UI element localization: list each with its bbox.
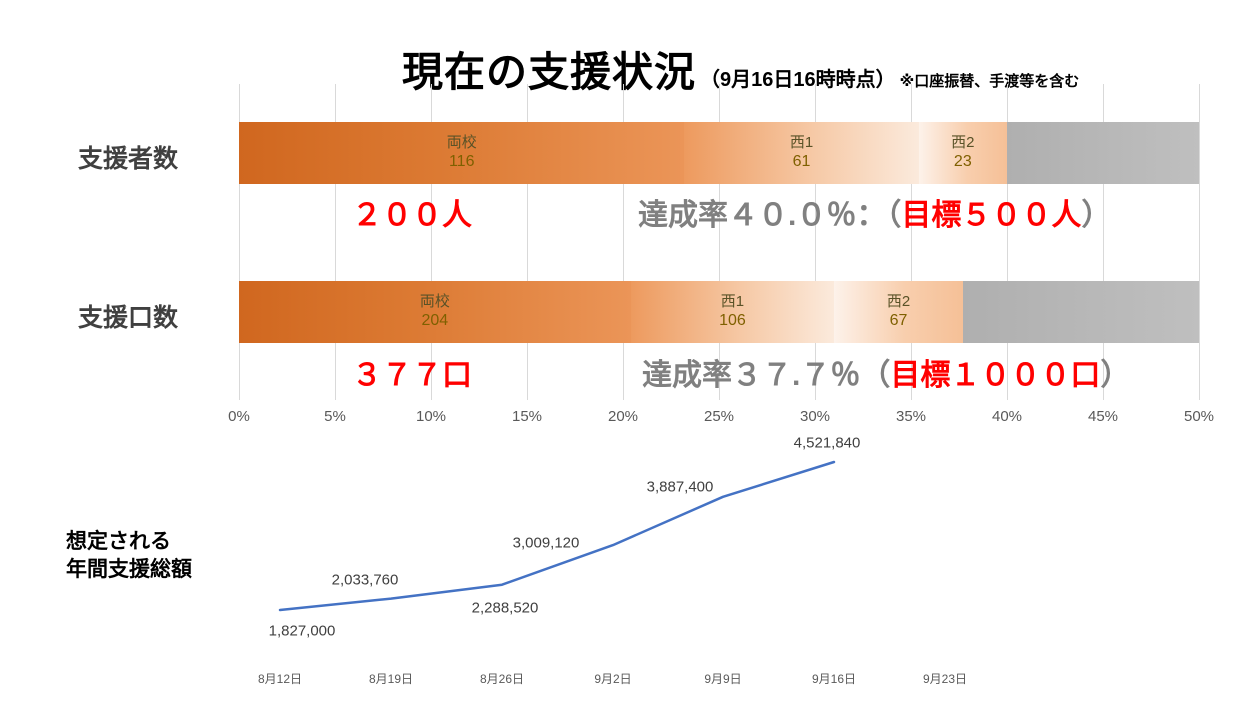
gridline xyxy=(1007,84,1008,400)
axis-tick-label: 20% xyxy=(607,408,639,425)
segment-label: 西1 xyxy=(789,133,814,151)
units-row-label: 支援口数 xyxy=(78,304,179,332)
supporters-bar: 両校 116 西1 61 西2 23 xyxy=(239,122,1199,184)
x-axis-date: 9月16日 xyxy=(811,672,857,686)
achievement-suffix: ） xyxy=(1100,359,1131,392)
achievement-target: 目標５００人 xyxy=(901,199,1082,232)
axis-tick-label: 10% xyxy=(415,408,447,425)
segment-label: 西2 xyxy=(951,133,975,151)
x-axis-date: 9月23日 xyxy=(922,672,968,686)
data-label: 3,009,120 xyxy=(512,534,580,552)
achievement-target: 目標１０００口 xyxy=(890,359,1101,392)
axis-tick-label: 0% xyxy=(228,408,250,425)
segment-value: 23 xyxy=(953,153,972,171)
line-chart-label-line2: 年間支援総額 xyxy=(66,558,192,582)
data-label: 4,521,840 xyxy=(793,434,861,452)
bar-segment: 両校 116 xyxy=(239,122,685,184)
segment-label: 西2 xyxy=(886,292,911,310)
segment-value: 106 xyxy=(719,312,746,330)
units-achievement: 達成率３７.７％（目標１０００口） xyxy=(642,350,1130,394)
axis-tick-label: 15% xyxy=(511,408,543,425)
gridline xyxy=(1103,84,1104,400)
axis-tick-label: 50% xyxy=(1183,408,1215,425)
x-axis-date: 8月12日 xyxy=(257,672,303,686)
supporters-row-label: 支援者数 xyxy=(78,145,179,173)
data-label: 2,033,760 xyxy=(331,571,399,589)
segment-value: 67 xyxy=(889,312,908,330)
gridline xyxy=(911,84,912,400)
title-timestamp: （9月16日16時時点） xyxy=(700,69,896,91)
achievement-suffix: ） xyxy=(1081,199,1112,232)
bar-plot-area xyxy=(239,84,1200,400)
gridline xyxy=(335,84,336,400)
data-label: 3,887,400 xyxy=(646,478,714,496)
axis-tick-label: 35% xyxy=(895,408,927,425)
bar-segment: 西1 61 xyxy=(684,122,919,184)
bar-segment: 西2 23 xyxy=(918,122,1007,184)
gridline xyxy=(527,84,528,400)
achievement-prefix: 達成率３７.７％（ xyxy=(642,359,891,392)
supporters-achievement: 達成率４０.０％：（目標５００人） xyxy=(638,190,1111,234)
line-chart-label: 想定される 年間支援総額 xyxy=(66,528,192,585)
units-bar: 両校 204 西1 106 西2 67 xyxy=(239,281,1199,343)
gridline xyxy=(1199,84,1200,400)
remainder-segment xyxy=(1006,122,1199,184)
segment-value: 204 xyxy=(421,312,449,330)
x-axis-date: 8月19日 xyxy=(368,672,414,686)
page-title: 現在の支援状況 xyxy=(402,49,696,95)
gridline xyxy=(815,84,816,400)
axis-tick-label: 40% xyxy=(991,408,1023,425)
gridline xyxy=(239,84,240,400)
segment-label: 両校 xyxy=(446,133,477,151)
axis-tick-label: 5% xyxy=(324,408,346,425)
segment-label: 両校 xyxy=(419,292,450,310)
segment-value: 116 xyxy=(448,153,475,171)
segment-label: 西1 xyxy=(720,292,745,310)
data-label: 1,827,000 xyxy=(268,622,336,640)
x-axis-date: 9月2日 xyxy=(594,672,632,686)
gridline xyxy=(623,84,624,400)
gridline xyxy=(719,84,720,400)
axis-tick-label: 30% xyxy=(799,408,831,425)
achievement-prefix: 達成率４０.０％：（ xyxy=(638,199,902,232)
segment-value: 61 xyxy=(792,153,811,171)
remainder-segment xyxy=(962,281,1199,343)
title-note: ※口座振替、手渡等を含む xyxy=(899,73,1080,90)
axis-tick-label: 25% xyxy=(703,408,735,425)
data-label: 2,288,520 xyxy=(471,599,539,617)
gridline xyxy=(431,84,432,400)
supporters-total: ２００人 xyxy=(352,199,472,232)
x-axis-date: 8月26日 xyxy=(479,672,525,686)
line-chart-label-line1: 想定される xyxy=(66,530,171,553)
bar-segment: 西2 67 xyxy=(834,281,963,343)
bar-segment: 両校 204 xyxy=(239,281,631,343)
units-total: ３７７口 xyxy=(352,359,472,392)
title-row: 現在の支援状況 （9月16日16時時点） ※口座振替、手渡等を含む xyxy=(402,38,1079,98)
x-axis-date: 9月9日 xyxy=(704,672,742,686)
bar-segment: 西1 106 xyxy=(630,281,835,343)
axis-tick-label: 45% xyxy=(1087,408,1119,425)
